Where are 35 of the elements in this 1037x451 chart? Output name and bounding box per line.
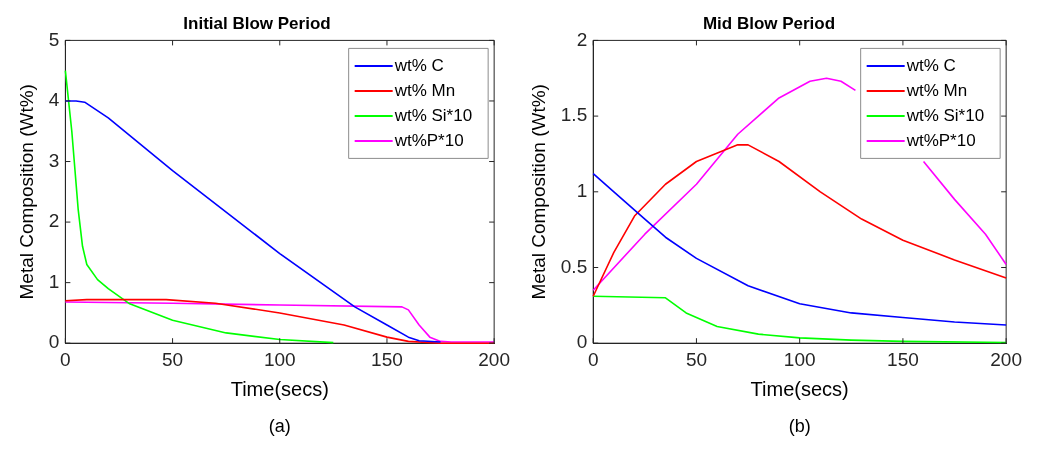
x-tick-label: 200 — [990, 348, 1022, 370]
x-tick-label: 150 — [371, 348, 403, 370]
y-tick-label: 2 — [48, 210, 60, 232]
y-axis-title: Metal Composition (Wt%) — [15, 84, 37, 300]
x-tick-label: 150 — [887, 348, 919, 370]
chart-title: Initial Blow Period — [183, 13, 331, 33]
y-axis-title: Metal Composition (Wt%) — [527, 84, 549, 300]
y-tick-label: 3 — [48, 149, 60, 171]
x-axis-title: Time(secs) — [750, 377, 849, 400]
legend-label: wt%P*10 — [393, 130, 464, 150]
legend-label: wt% Mn — [393, 80, 456, 100]
y-tick-label: 0.5 — [560, 255, 588, 277]
text: (b) — [788, 415, 811, 436]
y-tick-label: 1 — [576, 180, 588, 202]
x-tick-label: 100 — [783, 348, 816, 370]
y-tick-label: 1.5 — [560, 104, 588, 126]
y-tick-label: 5 — [48, 28, 60, 50]
legend-label: wt% Si*10 — [905, 105, 985, 125]
legend-label: wt% Mn — [905, 80, 968, 100]
x-tick-label: 200 — [478, 348, 510, 370]
y-tick-label: 2 — [576, 28, 588, 50]
x-tick-label: 100 — [263, 348, 296, 370]
x-axis-title: Time(secs) — [230, 377, 329, 400]
legend-label: wt% C — [393, 55, 444, 75]
x-tick-label: 50 — [161, 348, 184, 370]
x-tick-label: 50 — [685, 348, 708, 370]
y-tick-label: 0 — [48, 331, 60, 353]
legend-label: wt% Si*10 — [393, 105, 473, 125]
text: (a) — [268, 415, 291, 436]
y-tick-label: 4 — [48, 89, 60, 111]
y-tick-label: 1 — [48, 270, 60, 292]
y-tick-label: 0 — [576, 331, 588, 353]
legend-label: wt% C — [905, 55, 956, 75]
legend-label: wt%P*10 — [905, 130, 976, 150]
chart-title: Mid Blow Period — [702, 13, 836, 33]
